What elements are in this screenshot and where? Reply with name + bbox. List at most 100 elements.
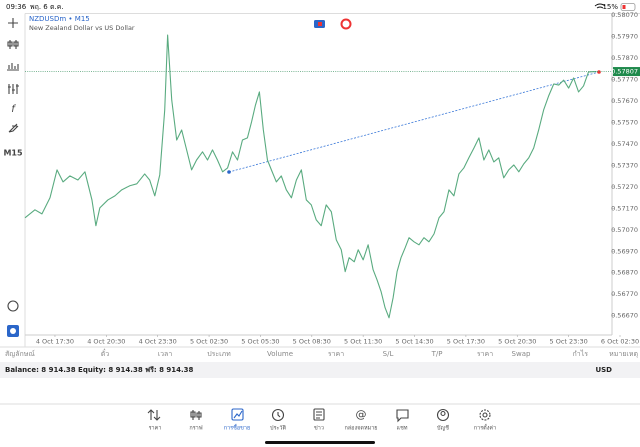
tab-label: ข่าว <box>314 426 324 432</box>
column-header: T/P <box>431 350 443 358</box>
symbol[interactable]: NZDUSDm • M15 <box>29 15 90 23</box>
tab-label: การซื้อขาย <box>224 424 250 432</box>
tab-icon <box>313 408 325 421</box>
y-tick-label: 0.57170 <box>611 204 638 212</box>
tab-icon <box>190 410 202 420</box>
last-price-badge <box>613 67 640 77</box>
balance-currency: USD <box>595 366 612 374</box>
balance-row <box>0 362 640 378</box>
wifi-icon <box>594 3 606 9</box>
column-header: กำไร <box>573 349 589 358</box>
y-tick-label: 0.56670 <box>611 312 638 320</box>
tab[interactable]: ราคา <box>147 409 162 432</box>
account-tool-dot <box>10 328 16 334</box>
tab-icon <box>233 410 243 419</box>
balance-text: Balance: 8 914.38 Equity: 8 914.38 ฟรี: … <box>5 366 194 374</box>
y-tick-label: 0.57570 <box>611 118 638 126</box>
column-header: เวลา <box>158 350 173 358</box>
trend-anchor[interactable] <box>597 70 601 74</box>
column-header: S/L <box>383 350 394 358</box>
column-header: Swap <box>512 350 531 358</box>
x-tick-label: 5 Oct 08:30 <box>293 338 331 346</box>
column-header: ประเภท <box>207 350 231 358</box>
tab-label: กราฟ <box>189 425 202 432</box>
x-tick-label: 5 Oct 05:30 <box>241 338 279 346</box>
trend-anchor[interactable] <box>227 170 231 174</box>
status-battery: 15% <box>602 3 618 11</box>
column-header: ราคา <box>477 350 493 358</box>
timeframe-button[interactable]: M15 <box>3 149 23 158</box>
tab-label: ราคา <box>149 426 162 432</box>
chart-type-tool[interactable] <box>7 40 19 49</box>
tab-icon <box>147 409 161 421</box>
battery-level <box>622 5 626 9</box>
tab[interactable]: กราฟ <box>189 410 203 432</box>
y-tick-label: 0.58070 <box>611 11 638 19</box>
tab-label: บัญชี <box>437 425 449 432</box>
x-tick-label: 5 Oct 11:30 <box>344 338 382 346</box>
x-tick-label: 5 Oct 20:30 <box>498 338 536 346</box>
y-tick-label: 0.57970 <box>611 33 638 41</box>
tab[interactable]: @ กล่องจดหมาย <box>344 408 377 432</box>
x-tick-label: 6 Oct 02:30 <box>601 338 639 346</box>
tab-icon <box>440 410 446 417</box>
tab[interactable]: การซื้อขาย <box>224 408 250 432</box>
y-tick-label: 0.56870 <box>611 269 638 277</box>
x-tick-label: 4 Oct 17:30 <box>36 338 74 346</box>
tab-label: การตั้งค่า <box>474 424 496 432</box>
flag-icon <box>340 18 352 30</box>
x-tick-label: 4 Oct 20:30 <box>87 338 125 346</box>
tab-icon <box>271 408 285 422</box>
tab-label: แชท <box>397 425 408 432</box>
y-tick-label: 0.56770 <box>611 290 638 298</box>
tab-icon <box>231 408 244 421</box>
symbol-description: New Zealand Dollar vs US Dollar <box>29 24 135 32</box>
tab-icon <box>479 409 491 421</box>
home-indicator <box>265 441 375 444</box>
clock-tool[interactable] <box>7 300 19 312</box>
tab[interactable]: ข่าว <box>313 408 325 432</box>
tab-icon <box>482 412 488 418</box>
flag-icon-mark <box>318 22 322 26</box>
indicators-tool[interactable] <box>7 63 19 71</box>
y-tick-label: 0.57670 <box>611 97 638 105</box>
tab-icon <box>277 412 281 418</box>
tab[interactable]: บัญชี <box>436 408 450 432</box>
tab-icon <box>436 408 450 422</box>
y-tick-label: 0.57870 <box>611 54 638 62</box>
tab-label: กล่องจดหมาย <box>344 426 377 432</box>
y-tick-label: 0.57370 <box>611 161 638 169</box>
tab[interactable]: การตั้งค่า <box>474 409 496 432</box>
y-tick-label: 0.56970 <box>611 247 638 255</box>
status-date: พฤ. 6 ต.ค. <box>30 3 64 11</box>
y-tick-label: 0.57470 <box>611 140 638 148</box>
tab-icon: @ <box>356 408 367 421</box>
x-tick-label: 5 Oct 17:30 <box>447 338 485 346</box>
x-tick-label: 5 Oct 02:30 <box>190 338 228 346</box>
tab-label: ประวัติ <box>270 425 286 432</box>
y-tick-label: 0.57070 <box>611 226 638 234</box>
battery-icon <box>620 3 636 11</box>
tab[interactable]: ประวัติ <box>270 408 286 432</box>
y-tick-label: 0.57270 <box>611 183 638 191</box>
price-line <box>24 34 597 319</box>
crosshair-tool[interactable] <box>8 18 18 28</box>
x-tick-label: 5 Oct 14:30 <box>395 338 433 346</box>
plot: 0.58070 0.57970 0.57870 0.57770 0.57670 0.575… <box>24 11 640 346</box>
column-header: สัญลักษณ์ <box>5 350 35 358</box>
last-price-label: 0.57807 <box>611 68 638 76</box>
trend-line[interactable] <box>228 71 600 173</box>
tab[interactable]: แชท <box>396 409 409 432</box>
settings-tool[interactable] <box>8 84 19 94</box>
tab-icon <box>396 409 409 423</box>
tab-icon <box>316 411 322 419</box>
x-tick-label: 5 Oct 23:30 <box>550 338 588 346</box>
y-tick-label: 0.57770 <box>611 75 638 83</box>
column-header: ตั๋ว <box>101 349 110 358</box>
objects-tool[interactable] <box>8 123 19 133</box>
x-tick-label: 4 Oct 23:30 <box>139 338 177 346</box>
function-tool[interactable]: f <box>11 104 16 115</box>
column-header: ราคา <box>328 350 344 358</box>
toolbar[interactable]: f M15 <box>3 18 23 337</box>
